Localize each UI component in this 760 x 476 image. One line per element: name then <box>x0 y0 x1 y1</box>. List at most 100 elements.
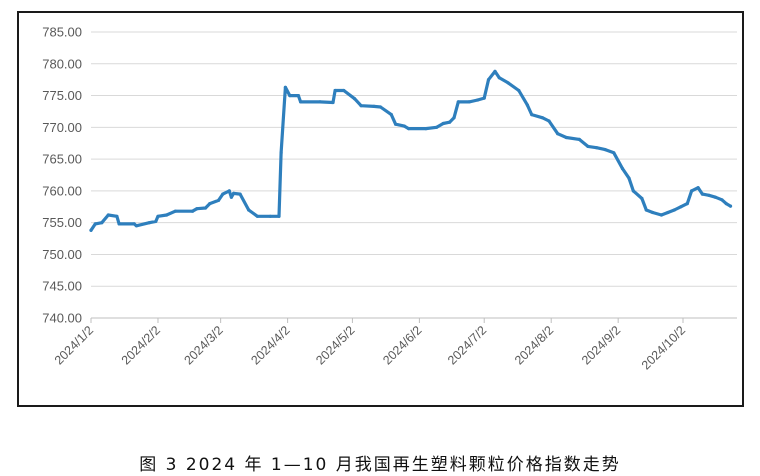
data-point <box>713 195 718 199</box>
data-point <box>482 96 486 100</box>
data-point <box>156 214 160 218</box>
data-point <box>268 214 272 218</box>
data-point <box>595 146 599 150</box>
line-chart: 785.00 780.00 775.00 770.00 765.00 760.00 755.… <box>42 25 737 372</box>
data-point <box>283 85 287 89</box>
data-point <box>517 88 521 93</box>
y-tick-label: 780.00 <box>42 56 82 71</box>
data-point <box>331 100 335 105</box>
data-point <box>586 144 590 148</box>
data-point <box>402 124 406 128</box>
data-point <box>359 104 363 108</box>
x-tick-label: 2024/6/2 <box>380 323 424 367</box>
data-point <box>296 94 300 98</box>
x-tick-label: 2024/5/2 <box>313 323 357 367</box>
data-point <box>115 214 119 218</box>
data-point <box>506 81 510 85</box>
data-point <box>476 98 480 102</box>
data-point <box>208 202 212 206</box>
data-point <box>247 208 251 212</box>
data-point <box>195 207 199 211</box>
y-tick-label: 775.00 <box>42 88 82 103</box>
data-point <box>203 206 208 210</box>
x-tick-label: 2024/7/2 <box>445 323 489 367</box>
data-point <box>93 222 97 226</box>
x-tick-label: 2024/8/2 <box>512 323 556 367</box>
data-point <box>700 192 705 196</box>
data-point <box>147 221 151 225</box>
data-point <box>530 113 534 117</box>
data-point <box>659 213 664 217</box>
data-point <box>165 213 169 217</box>
data-point <box>299 100 303 104</box>
figure-caption: 图 3 2024 年 1—10 月我国再生塑料颗粒价格指数走势 <box>139 455 621 475</box>
data-point <box>720 198 724 202</box>
data-point <box>227 189 231 193</box>
x-tick-label: 2024/10/2 <box>639 323 688 372</box>
data-point <box>288 94 292 98</box>
data-point <box>525 103 530 107</box>
data-point <box>100 221 104 225</box>
data-point <box>467 100 471 104</box>
data-point <box>603 148 607 152</box>
data-point <box>221 192 225 196</box>
data-point <box>707 193 711 197</box>
data-point <box>685 202 689 206</box>
y-tick-label: 755.00 <box>42 215 82 230</box>
chart-frame <box>17 11 744 407</box>
data-point <box>497 76 501 80</box>
data-point <box>342 88 346 93</box>
data-point <box>651 210 655 215</box>
y-tick-label: 740.00 <box>42 311 82 326</box>
data-point <box>435 125 439 129</box>
y-tick-label: 745.00 <box>42 279 82 294</box>
data-point <box>154 219 158 223</box>
data-point <box>728 204 733 208</box>
data-point <box>318 100 322 104</box>
data-point <box>493 69 497 73</box>
data-point <box>353 97 357 101</box>
data-point <box>389 113 393 117</box>
data-point <box>378 105 383 109</box>
x-tick-label: 2024/3/2 <box>181 323 225 367</box>
x-tick-label: 2024/2/2 <box>119 323 163 367</box>
data-point <box>724 202 728 206</box>
data-point <box>238 192 242 196</box>
data-point <box>679 205 683 209</box>
data-point <box>556 132 560 136</box>
data-point <box>255 214 259 218</box>
data-point <box>89 228 93 232</box>
data-point <box>333 88 337 93</box>
data-point <box>631 189 635 193</box>
data-point <box>372 104 376 108</box>
data-point <box>279 151 283 155</box>
data-point <box>627 176 631 180</box>
data-point <box>620 167 625 171</box>
x-tick-label: 2024/9/2 <box>579 323 623 367</box>
data-point <box>666 210 670 215</box>
y-tick-label: 750.00 <box>42 247 82 262</box>
data-point <box>229 195 233 199</box>
data-point <box>407 127 411 131</box>
data-point <box>541 116 545 120</box>
y-tick-label: 760.00 <box>42 183 82 198</box>
data-point <box>216 198 221 202</box>
data-point <box>424 127 428 131</box>
data-point <box>277 214 281 218</box>
data-point <box>640 196 644 201</box>
x-tick-label: 2024/1/2 <box>52 323 96 367</box>
data-point <box>394 122 398 126</box>
data-point <box>232 191 236 195</box>
data-point <box>456 100 460 104</box>
data-point <box>644 208 648 212</box>
data-point <box>486 78 491 82</box>
data-point <box>134 224 138 228</box>
data-point <box>672 208 676 212</box>
data-point <box>452 116 456 120</box>
series-line <box>89 69 733 232</box>
data-point <box>690 189 694 193</box>
y-tick-label: 770.00 <box>42 120 82 135</box>
data-point <box>612 151 616 155</box>
data-point <box>106 213 110 217</box>
data-point <box>577 137 581 141</box>
